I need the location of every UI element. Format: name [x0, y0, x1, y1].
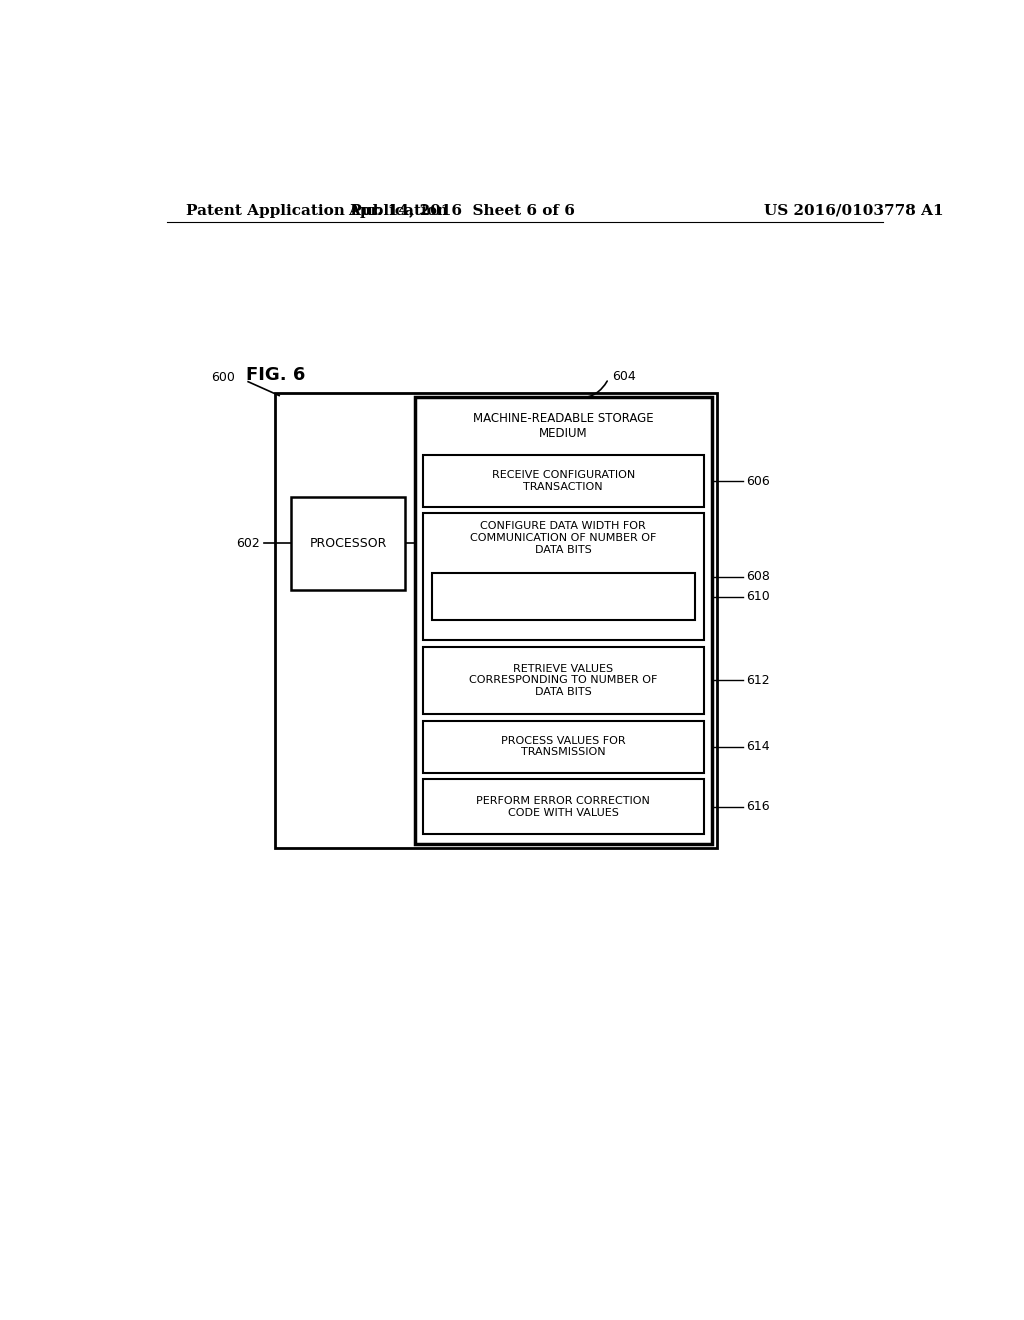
Text: Patent Application Publication: Patent Application Publication	[186, 203, 449, 218]
Bar	[423, 513, 703, 640]
Bar	[291, 498, 406, 590]
Text: FIG. 6: FIG. 6	[246, 367, 305, 384]
Text: CONFIGURE DATA WIDTH FOR
COMMUNICATION OF NUMBER OF
DATA BITS: CONFIGURE DATA WIDTH FOR COMMUNICATION O…	[470, 521, 656, 554]
Bar	[432, 573, 694, 619]
Text: Apr. 14, 2016  Sheet 6 of 6: Apr. 14, 2016 Sheet 6 of 6	[348, 203, 574, 218]
Bar	[415, 397, 712, 843]
Text: US 2016/0103778 A1: US 2016/0103778 A1	[764, 203, 943, 218]
Text: 604: 604	[612, 370, 636, 383]
Text: RETRIEVE VALUES
CORRESPONDING TO NUMBER OF
DATA BITS: RETRIEVE VALUES CORRESPONDING TO NUMBER …	[469, 664, 657, 697]
FancyArrowPatch shape	[581, 381, 607, 399]
Text: 614: 614	[746, 741, 770, 754]
Text: PROCESS VALUES FOR
TRANSMISSION: PROCESS VALUES FOR TRANSMISSION	[501, 735, 626, 758]
Text: PERFORM ERROR CORRECTION
CODE WITH VALUES: PERFORM ERROR CORRECTION CODE WITH VALUE…	[476, 796, 650, 817]
Bar	[423, 455, 703, 507]
Text: SET  REGISTER TO VALUE: SET REGISTER TO VALUE	[493, 591, 634, 602]
Text: 612: 612	[746, 675, 770, 686]
Text: PROCESSOR: PROCESSOR	[309, 537, 387, 550]
Bar	[423, 779, 703, 834]
Text: 608: 608	[746, 570, 770, 583]
Text: MACHINE-READABLE STORAGE
MEDIUM: MACHINE-READABLE STORAGE MEDIUM	[473, 412, 653, 441]
Text: 600: 600	[211, 371, 234, 384]
Text: 610: 610	[746, 590, 770, 603]
Text: 616: 616	[746, 800, 770, 813]
Text: 602: 602	[236, 537, 260, 550]
Text: RECEIVE CONFIGURATION
TRANSACTION: RECEIVE CONFIGURATION TRANSACTION	[492, 470, 635, 492]
Bar	[275, 393, 717, 847]
Bar	[423, 721, 703, 774]
Bar	[423, 647, 703, 714]
Text: 606: 606	[746, 474, 770, 487]
